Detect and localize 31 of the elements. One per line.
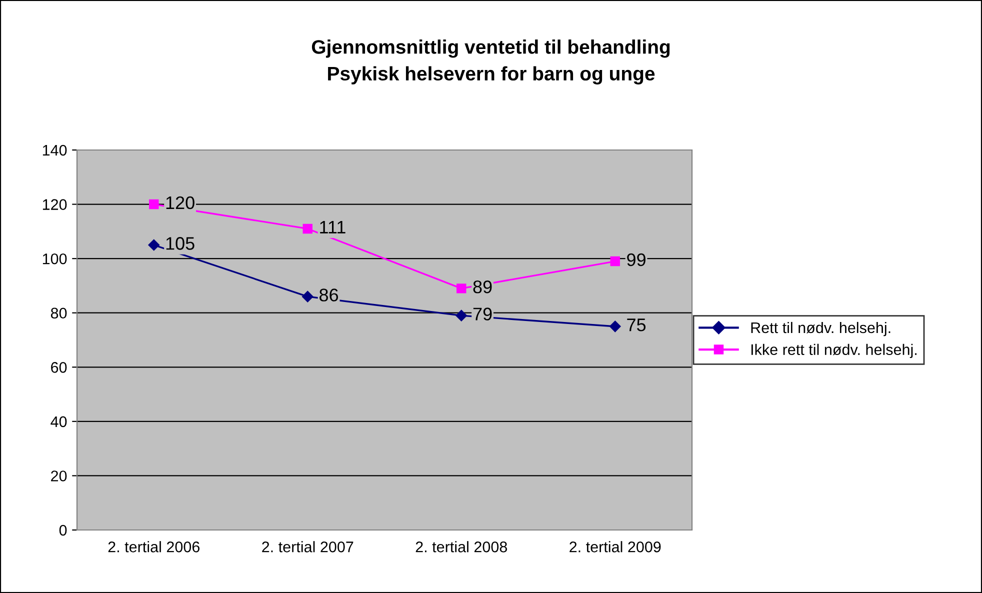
chart-title: Gjennomsnittlig ventetid til behandling Psykisk helsevern for barn og unge bbox=[312, 40, 670, 84]
point bbox=[149, 199, 159, 210]
data-label: 86 bbox=[320, 288, 338, 302]
data-label: 79 bbox=[473, 308, 492, 320]
y-tick-label: 120 bbox=[42, 199, 67, 210]
x-tick-label: 2. tertial 2008 bbox=[416, 541, 508, 552]
y-tick-label: 60 bbox=[51, 362, 67, 373]
y-tick-label: 0 bbox=[59, 524, 67, 536]
point bbox=[456, 310, 467, 322]
point bbox=[302, 224, 312, 234]
x-tick-label: 2. tertial 2007 bbox=[262, 541, 354, 552]
y-tick-label: 40 bbox=[50, 416, 67, 428]
y-tick-label: 20 bbox=[51, 470, 67, 482]
data-label: 111 bbox=[320, 220, 346, 234]
point bbox=[456, 284, 466, 294]
point bbox=[302, 290, 314, 302]
data-label: 75 bbox=[627, 318, 646, 332]
data-label: 89 bbox=[473, 280, 492, 294]
data-label: 99 bbox=[627, 253, 646, 266]
point bbox=[148, 239, 160, 251]
point bbox=[610, 320, 621, 332]
data-label: 120 bbox=[166, 196, 194, 210]
x-tick-label: 2. tertial 2009 bbox=[570, 541, 661, 552]
data-label: 105 bbox=[166, 237, 194, 250]
legend-label: Rett til nødv. helsehj. bbox=[751, 322, 890, 336]
legend-label: Ikke rett til nødv. helsehj. bbox=[751, 344, 917, 358]
y-tick-label: 100 bbox=[42, 253, 67, 264]
point bbox=[610, 256, 620, 266]
y-tick-label: 140 bbox=[42, 144, 67, 156]
x-tick-label: 2. tertial 2006 bbox=[108, 541, 200, 552]
y-tick-label: 80 bbox=[50, 308, 67, 319]
